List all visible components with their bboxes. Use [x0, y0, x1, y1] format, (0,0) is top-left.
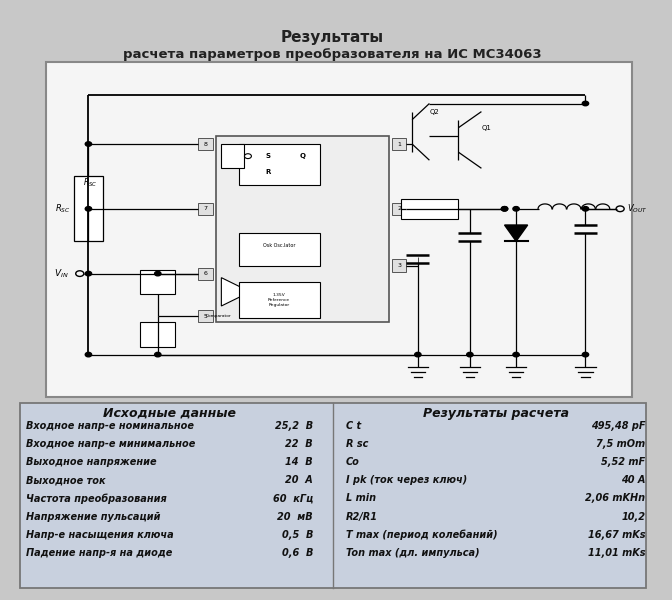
Text: Q: Q	[299, 153, 305, 159]
Text: Исходные данные: Исходные данные	[103, 407, 236, 420]
Text: расчета параметров преобразователя на ИС МС34063: расчета параметров преобразователя на ИС…	[124, 49, 542, 61]
Text: 16,67 mKs: 16,67 mKs	[588, 530, 646, 540]
Text: $V_{IN}$: $V_{IN}$	[54, 268, 69, 280]
Text: R2/R1: R2/R1	[345, 512, 378, 521]
Text: $R_{SC}$: $R_{SC}$	[54, 203, 71, 215]
Text: Q1: Q1	[481, 125, 491, 131]
Text: 2: 2	[397, 206, 401, 211]
Text: 20  мВ: 20 мВ	[278, 512, 313, 521]
Polygon shape	[221, 144, 245, 168]
Circle shape	[582, 101, 589, 106]
Text: $V_{OUT}$: $V_{OUT}$	[627, 203, 648, 215]
Text: 40 A: 40 A	[621, 475, 646, 485]
Text: Падение напр-я на диоде: Падение напр-я на диоде	[26, 548, 173, 558]
Text: 7: 7	[204, 206, 208, 211]
Text: 5: 5	[204, 314, 208, 319]
Circle shape	[85, 271, 91, 276]
Circle shape	[155, 271, 161, 276]
Text: Osk Osc.lator: Osk Osc.lator	[263, 243, 296, 248]
Bar	[392, 138, 407, 150]
Bar	[239, 144, 320, 185]
Polygon shape	[505, 225, 528, 241]
Text: Выходное напряжение: Выходное напряжение	[26, 457, 157, 467]
Polygon shape	[221, 278, 250, 306]
Text: L min: L min	[345, 493, 376, 503]
Text: 22  В: 22 В	[286, 439, 313, 449]
Text: 6: 6	[204, 271, 208, 276]
Bar	[239, 233, 320, 265]
Text: Результаты расчета: Результаты расчета	[423, 407, 569, 420]
Circle shape	[501, 206, 508, 211]
Bar	[392, 203, 407, 215]
Text: 14  В: 14 В	[286, 457, 313, 467]
Text: Напр-е насыщения ключа: Напр-е насыщения ключа	[26, 530, 174, 540]
Circle shape	[513, 206, 519, 211]
Bar	[239, 281, 320, 318]
Text: 7,5 mOm: 7,5 mOm	[596, 439, 646, 449]
Bar	[401, 199, 458, 219]
Text: Q2: Q2	[429, 109, 439, 115]
Text: C t: C t	[345, 421, 361, 431]
Text: Выходное ток: Выходное ток	[26, 475, 106, 485]
Bar	[216, 136, 389, 322]
Text: R: R	[265, 169, 270, 175]
Text: 1: 1	[397, 142, 401, 146]
Circle shape	[582, 352, 589, 357]
Bar	[198, 268, 212, 280]
FancyBboxPatch shape	[19, 403, 646, 588]
Bar	[198, 310, 212, 322]
Circle shape	[245, 154, 251, 158]
FancyBboxPatch shape	[46, 62, 632, 397]
Bar	[140, 322, 175, 346]
Bar	[198, 203, 212, 215]
Text: Ton max (дл. импульса): Ton max (дл. импульса)	[345, 548, 479, 558]
Text: Входное напр-е минимальное: Входное напр-е минимальное	[26, 439, 196, 449]
Text: Входное напр-е номинальное: Входное напр-е номинальное	[26, 421, 194, 431]
Text: Частота преобразования: Частота преобразования	[26, 493, 167, 504]
Text: Co: Co	[345, 457, 360, 467]
Circle shape	[155, 352, 161, 357]
Text: 20  А: 20 А	[286, 475, 313, 485]
Circle shape	[582, 206, 589, 211]
Text: 10,2: 10,2	[622, 512, 646, 521]
Circle shape	[85, 206, 91, 211]
Bar	[74, 176, 103, 241]
Bar	[392, 259, 407, 272]
Circle shape	[85, 142, 91, 146]
Text: 60  кГц: 60 кГц	[273, 493, 313, 503]
Circle shape	[85, 352, 91, 357]
Text: T max (период колебаний): T max (период колебаний)	[345, 530, 497, 541]
Circle shape	[501, 206, 508, 211]
Text: 3: 3	[397, 263, 401, 268]
Text: $R_{SC}$: $R_{SC}$	[83, 176, 97, 189]
Text: S: S	[265, 153, 270, 159]
Text: I pk (ток через ключ): I pk (ток через ключ)	[345, 475, 467, 485]
Text: 0,5  В: 0,5 В	[282, 530, 313, 540]
Text: 495,48 pF: 495,48 pF	[591, 421, 646, 431]
Circle shape	[466, 352, 473, 357]
Text: 11,01 mKs: 11,01 mKs	[588, 548, 646, 558]
Text: 25,2  В: 25,2 В	[275, 421, 313, 431]
Text: 2,06 mKHn: 2,06 mKHn	[585, 493, 646, 503]
Text: R sc: R sc	[345, 439, 368, 449]
Bar	[198, 138, 212, 150]
Text: Результаты: Результаты	[281, 29, 384, 44]
Text: 8: 8	[204, 142, 208, 146]
Text: 1.35V
Reference
Regulator: 1.35V Reference Regulator	[268, 293, 290, 307]
Circle shape	[415, 352, 421, 357]
Text: 5,52 mF: 5,52 mF	[601, 457, 646, 467]
Text: Напряжение пульсаций: Напряжение пульсаций	[26, 512, 161, 522]
Text: Comparator: Comparator	[206, 314, 231, 318]
Circle shape	[513, 352, 519, 357]
Text: 0,6  В: 0,6 В	[282, 548, 313, 558]
Bar	[140, 269, 175, 294]
